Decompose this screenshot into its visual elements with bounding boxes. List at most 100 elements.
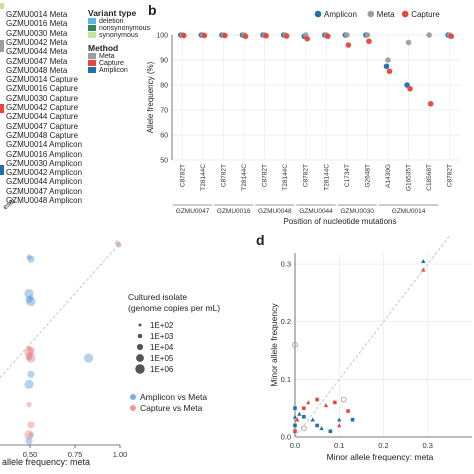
data-point-amplicon bbox=[27, 255, 35, 263]
data-point-amplicon bbox=[293, 423, 297, 428]
sample-label: GZMU0014 Meta bbox=[6, 10, 68, 19]
sample-label: GZMU0016 Meta bbox=[6, 19, 68, 29]
data-point-capture bbox=[26, 402, 32, 408]
sample-label: GZMU0014 Amplicon bbox=[6, 140, 83, 150]
data-point-capture bbox=[346, 409, 350, 413]
data-point-capture bbox=[306, 400, 311, 405]
data-point-meta bbox=[340, 396, 347, 403]
y-tick-label: 80 bbox=[160, 83, 168, 90]
group-label: GZMU0016 bbox=[217, 208, 251, 215]
data-point-capture bbox=[201, 32, 208, 39]
method-legend-item: Meta bbox=[88, 53, 150, 60]
color-legend-label: Capture vs Meta bbox=[140, 403, 203, 413]
data-point-amplicon bbox=[84, 353, 94, 363]
size-legend-label: 1E+04 bbox=[150, 343, 174, 352]
sample-label: GZMU0048 Meta bbox=[6, 65, 68, 75]
x-tick-label: T28144C bbox=[282, 164, 289, 191]
data-point-capture bbox=[242, 33, 249, 40]
sample-label: GZMU0047 Capture bbox=[6, 121, 79, 131]
x-tick-label: 0.3 bbox=[423, 441, 433, 450]
allele-frequency-chart: 100 90 80 70 60 50 C8782T T28144C C8782T T28144C C… bbox=[146, 10, 460, 226]
color-legend-marker bbox=[130, 405, 136, 411]
x-tick-label: G16535T bbox=[406, 164, 413, 191]
sample-label: GZMU0042 Capture bbox=[6, 103, 79, 112]
data-point-amplicon bbox=[28, 432, 34, 438]
identity-line bbox=[0, 242, 121, 379]
method-legend-swatch bbox=[88, 60, 96, 67]
sample-label: GZMU0030 Meta bbox=[6, 28, 68, 38]
sample-label: GZMU0014 Capture bbox=[6, 75, 79, 85]
x-tick-label: 0.75 bbox=[68, 450, 83, 459]
sample-label: GZMU0042 Amplicon bbox=[6, 168, 83, 178]
variant-type-legend-label: synonymous bbox=[99, 32, 139, 39]
size-legend-marker bbox=[138, 323, 142, 327]
data-point-capture bbox=[26, 353, 36, 363]
variant-type-legend-items: deletion nonsynonymous synonymous bbox=[88, 18, 150, 39]
data-point-amplicon bbox=[297, 411, 302, 416]
data-point-capture bbox=[324, 33, 331, 40]
x-axis-title: allele frequency: meta bbox=[2, 457, 90, 467]
size-legend-label: 1E+02 bbox=[150, 321, 174, 330]
data-point-amplicon bbox=[293, 406, 297, 410]
data-point-capture bbox=[283, 33, 290, 39]
group-label: GZMU0047 bbox=[176, 208, 210, 215]
data-point-capture bbox=[323, 403, 329, 408]
group-label: GZMU0044 bbox=[299, 208, 333, 215]
data-point-capture bbox=[407, 85, 413, 92]
y-axis-title: Minor allele frequency bbox=[269, 303, 279, 387]
sample-label: GZMU0047 Amplicon bbox=[6, 186, 83, 196]
heatmap-capture-block bbox=[0, 104, 4, 113]
variant-type-legend-title: Variant type bbox=[88, 8, 137, 18]
data-point-capture bbox=[24, 347, 34, 357]
legend-label: Meta bbox=[377, 10, 395, 19]
data-point-capture bbox=[25, 352, 33, 360]
data-point-capture bbox=[315, 397, 319, 402]
sample-label: GZMU0048 Amplicon bbox=[6, 196, 83, 205]
legend-label: Amplicon bbox=[324, 10, 357, 19]
data-point-capture bbox=[28, 351, 34, 357]
data-point-amplicon bbox=[421, 258, 426, 263]
legend-marker bbox=[367, 10, 375, 18]
data-point-capture bbox=[222, 32, 228, 39]
data-point-capture bbox=[295, 417, 300, 422]
x-tick-label: T28144C bbox=[200, 164, 207, 191]
variant-type-legend-item: deletion bbox=[88, 18, 150, 25]
method-legend-title: Method bbox=[88, 43, 119, 53]
x-tick-label: A1430G bbox=[385, 164, 392, 188]
x-tick-label: G2648T bbox=[364, 164, 371, 188]
data-point-amplicon bbox=[404, 82, 410, 88]
sample-label: GZMU0047 Meta bbox=[6, 56, 68, 66]
method-legend-label: Amplicon bbox=[99, 67, 128, 74]
panel-label-d: d bbox=[256, 232, 265, 248]
method-legend-item: Amplicon bbox=[88, 67, 150, 74]
variant-type-legend-item: synonymous bbox=[88, 32, 150, 39]
sample-label: GZMU0030 Capture bbox=[6, 93, 79, 103]
data-point-capture bbox=[345, 42, 352, 48]
y-tick-label: 50 bbox=[160, 158, 168, 165]
sample-label: GZMU0044 Amplicon bbox=[6, 177, 83, 187]
x-tick-label: C8782T bbox=[262, 164, 269, 187]
size-legend-label: 1E+06 bbox=[150, 365, 174, 374]
method-legend-item: Capture bbox=[88, 60, 150, 67]
size-legend-marker bbox=[137, 333, 143, 339]
data-point-amplicon bbox=[383, 63, 390, 70]
heatmap-legend: Variant type deletion nonsynonymous synony… bbox=[88, 8, 150, 74]
x-axis-title: Minor allele frequency: meta bbox=[327, 452, 434, 462]
data-point-amplicon bbox=[27, 370, 35, 378]
data-point-amplicon bbox=[319, 426, 324, 431]
data-point-capture bbox=[302, 406, 306, 410]
legend-marker bbox=[401, 10, 409, 18]
method-legend-label: Capture bbox=[99, 60, 124, 67]
data-point-amplicon bbox=[116, 242, 122, 248]
data-point-meta bbox=[364, 32, 371, 38]
data-point-amplicon bbox=[328, 429, 333, 434]
size-legend-subtitle: (genome copies per mL) bbox=[128, 303, 220, 313]
variant-type-legend-label: nonsynonymous bbox=[99, 25, 150, 32]
data-point-capture bbox=[448, 33, 455, 40]
data-point-capture bbox=[304, 35, 311, 42]
size-legend-label: 1E+05 bbox=[150, 354, 174, 363]
y-tick-label: 0.2 bbox=[281, 317, 291, 326]
sample-label: GZMU0030 Amplicon bbox=[6, 158, 83, 168]
method-legend-swatch bbox=[88, 67, 96, 74]
x-tick-label: C1734T bbox=[344, 164, 351, 187]
